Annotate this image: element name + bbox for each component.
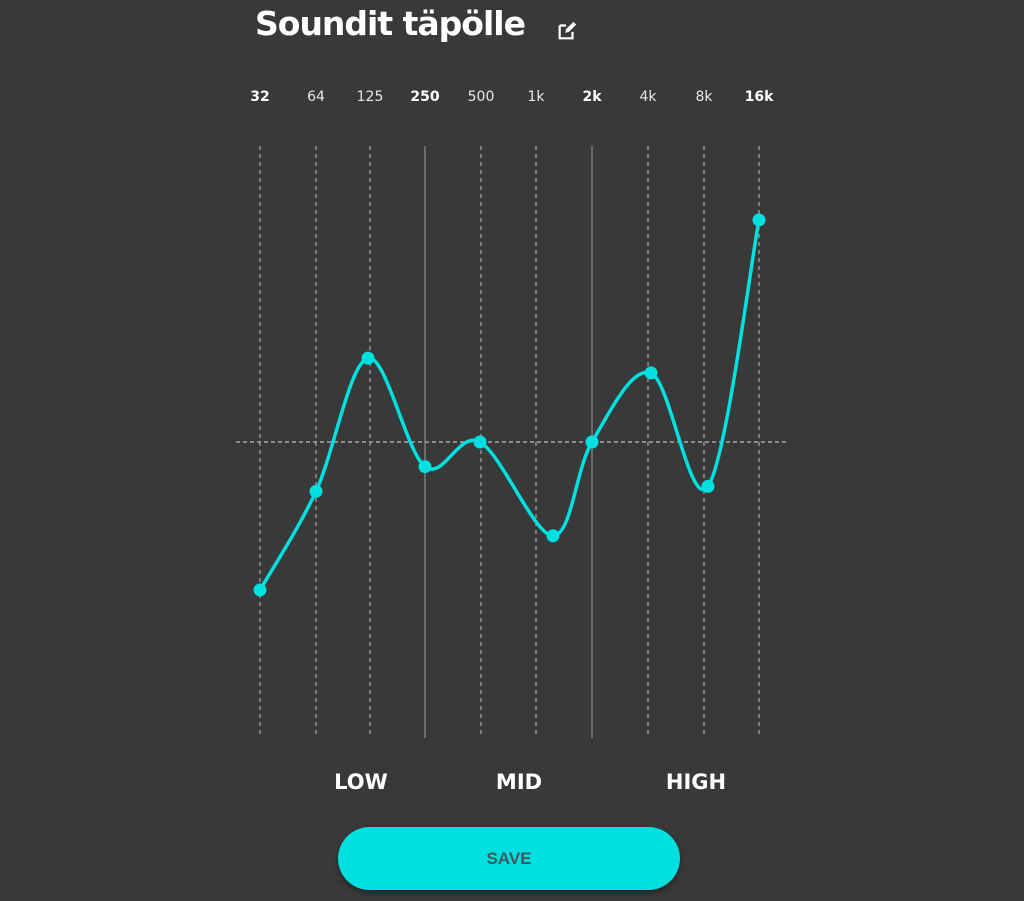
frequency-label: 16k (744, 89, 774, 105)
eq-band-handle[interactable] (752, 213, 766, 227)
frequency-label: 64 (307, 89, 325, 105)
page-title: Soundit täpölle (255, 4, 526, 43)
frequency-label: 1k (527, 89, 545, 105)
edit-icon[interactable] (556, 20, 578, 42)
frequency-label: 2k (582, 89, 602, 105)
eq-band-handle[interactable] (701, 479, 715, 493)
frequency-label: 500 (467, 89, 495, 105)
section-label-mid: MID (495, 770, 543, 794)
frequency-label: 4k (639, 89, 657, 105)
eq-band-handle[interactable] (309, 484, 323, 498)
eq-band-handle[interactable] (585, 435, 599, 449)
frequency-label: 8k (695, 89, 713, 105)
frequency-label: 250 (410, 89, 440, 105)
eq-band-handle[interactable] (473, 435, 487, 449)
frequency-label: 32 (250, 89, 270, 105)
eq-band-handle[interactable] (253, 583, 267, 597)
save-button[interactable]: SAVE (338, 827, 680, 890)
section-label-high: HIGH (665, 770, 727, 794)
section-label-low: LOW (334, 770, 388, 794)
eq-band-handle[interactable] (644, 366, 658, 380)
frequency-label: 125 (356, 89, 384, 105)
eq-curve (258, 219, 761, 591)
eq-band-handle[interactable] (546, 529, 560, 543)
eq-band-handle[interactable] (418, 460, 432, 474)
equalizer-chart[interactable] (0, 0, 1024, 760)
eq-band-handle[interactable] (361, 351, 375, 365)
